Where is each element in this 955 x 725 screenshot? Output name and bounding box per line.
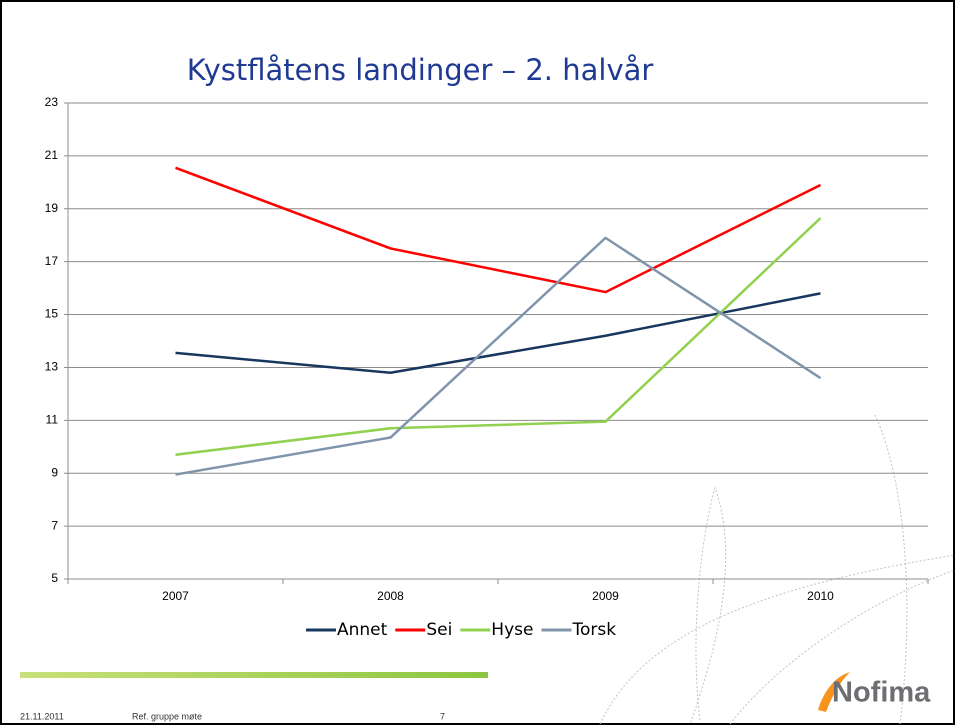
y-tick-label: 5	[51, 571, 58, 585]
legend-label: Sei	[426, 620, 452, 640]
y-tick-label: 15	[45, 307, 59, 321]
logo: Nofima	[832, 677, 931, 709]
x-tick-label: 2009	[592, 589, 619, 603]
footer-text: Ref. gruppe møte	[132, 711, 202, 721]
x-tick-label: 2010	[807, 589, 834, 603]
y-tick-label: 13	[45, 360, 59, 374]
legend-label: Torsk	[571, 620, 616, 640]
chart-title: Kystflåtens landinger – 2. halvår	[187, 53, 654, 87]
footer-date: 21.11.2011	[20, 711, 64, 721]
y-tick-label: 21	[45, 148, 59, 162]
page-number: 7	[440, 711, 445, 721]
slide-border	[1, 1, 954, 724]
slide: Kystflåtens landinger – 2. halvår 21.11.…	[0, 0, 955, 725]
y-tick-label: 17	[45, 254, 59, 268]
y-tick-label: 11	[46, 413, 59, 427]
y-tick-label: 23	[45, 95, 59, 109]
y-tick-label: 19	[45, 201, 59, 215]
x-tick-label: 2007	[162, 589, 189, 603]
y-tick-label: 7	[51, 518, 58, 532]
y-tick-label: 9	[51, 465, 58, 479]
footer-bar	[20, 672, 488, 678]
x-tick-label: 2008	[377, 589, 404, 603]
legend-label: Hyse	[491, 620, 533, 640]
legend-label: Annet	[337, 620, 388, 640]
